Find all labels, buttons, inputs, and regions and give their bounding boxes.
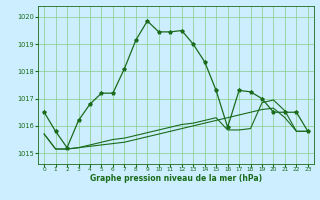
X-axis label: Graphe pression niveau de la mer (hPa): Graphe pression niveau de la mer (hPa) bbox=[90, 174, 262, 183]
